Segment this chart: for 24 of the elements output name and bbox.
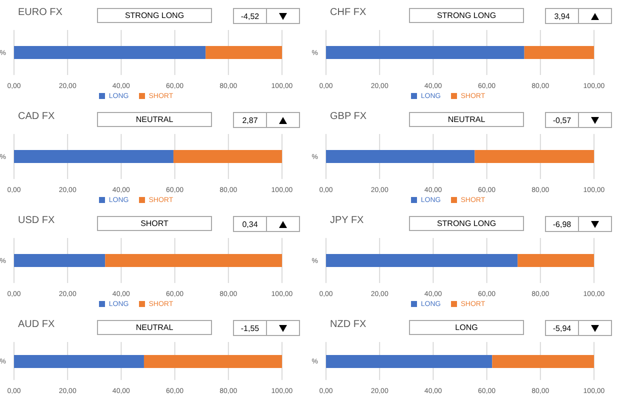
chart-title: USD FX bbox=[18, 215, 55, 226]
text: SHORT bbox=[97, 216, 212, 231]
text: NEUTRAL bbox=[97, 112, 212, 127]
chart-title: GBP FX bbox=[330, 111, 366, 122]
text: NEUTRAL bbox=[97, 320, 212, 335]
text: NEUTRAL bbox=[409, 112, 524, 127]
chart-title: AUD FX bbox=[18, 319, 55, 330]
text: -1,55 bbox=[233, 320, 267, 336]
text: 3,94 bbox=[545, 8, 579, 24]
chart-title: NZD FX bbox=[330, 319, 366, 330]
text: STRONG LONG bbox=[409, 8, 524, 23]
text: -6,98 bbox=[545, 216, 579, 232]
text: STRONG LONG bbox=[409, 216, 524, 231]
chart-title: CHF FX bbox=[330, 7, 366, 18]
text: STRONG LONG bbox=[97, 8, 212, 23]
chart-title: EURO FX bbox=[18, 7, 62, 18]
text: -4,52 bbox=[233, 8, 267, 24]
text: LONG bbox=[409, 320, 524, 335]
text: -5,94 bbox=[545, 320, 579, 336]
chart-title: CAD FX bbox=[18, 111, 55, 122]
chart-title: JPY FX bbox=[330, 215, 364, 226]
text: 2,87 bbox=[233, 112, 267, 128]
text: -0,57 bbox=[545, 112, 579, 128]
text: 0,34 bbox=[233, 216, 267, 232]
